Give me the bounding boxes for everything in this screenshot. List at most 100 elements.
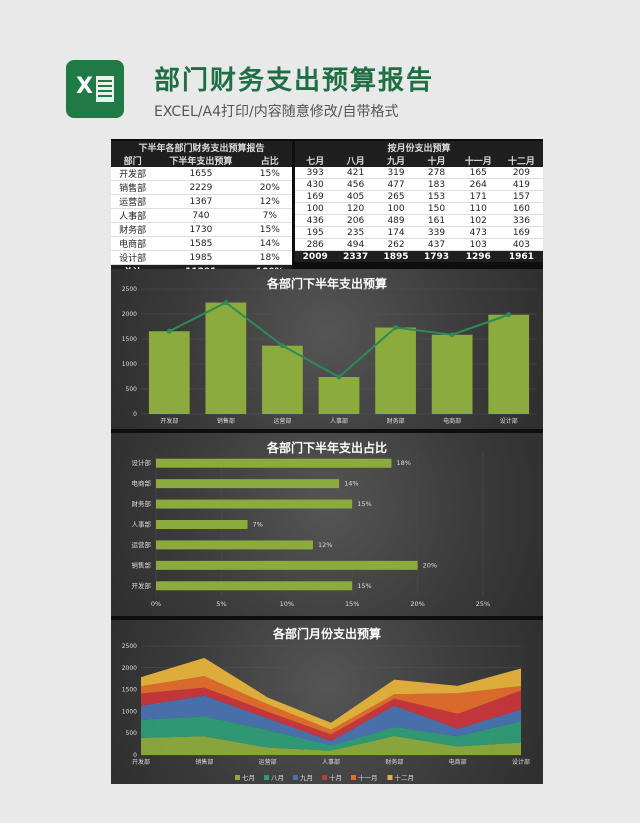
- x-tick-label: 电商部: [449, 758, 467, 766]
- table-cell: 278: [416, 167, 457, 179]
- table-row: 运营部 1367 12%: [111, 194, 292, 209]
- total-cell: 2337: [335, 250, 376, 262]
- table-row: 人事部 740 7%: [111, 208, 292, 223]
- table-cell: 1367: [154, 194, 248, 209]
- table-cell: 477: [375, 178, 417, 191]
- table-cell: 405: [335, 190, 376, 203]
- table-cell: 336: [499, 214, 543, 227]
- area-series: [141, 735, 521, 755]
- table-cell: 436: [295, 214, 336, 227]
- column-header: 八月: [335, 154, 376, 167]
- data-label: 20%: [423, 561, 437, 569]
- table-row: 100 120 100 150 110 160: [295, 202, 543, 215]
- table-cell: 12%: [247, 194, 292, 209]
- hbar: [156, 479, 340, 489]
- excel-grid-icon: [96, 76, 114, 102]
- x-tick-label: 25%: [476, 600, 490, 608]
- table-cell: 169: [499, 226, 543, 239]
- table-cell: 110: [456, 202, 500, 215]
- total-cell: 1793: [416, 250, 457, 262]
- hbar: [156, 458, 392, 468]
- trend-point: [279, 343, 285, 349]
- table-row: 286 494 262 437 103 403: [295, 238, 543, 251]
- column-header: 十月: [416, 154, 457, 167]
- x-tick-label: 财务部: [387, 417, 405, 425]
- dept-budget-table: 下半年各部门财务支出预算报告 部门 下半年支出预算 占比 开发部 1655 15% 销售部 22…: [111, 141, 292, 278]
- table-cell: 419: [499, 178, 543, 191]
- table-cell: 160: [499, 202, 543, 215]
- total-row: 2009 2337 1895 1793 1296 1961: [295, 250, 543, 262]
- table-cell: 319: [375, 167, 417, 179]
- area-series: [141, 716, 521, 751]
- table-cell: 393: [295, 167, 336, 179]
- table-cell: 206: [335, 214, 376, 227]
- table-cell: 1730: [154, 222, 248, 237]
- table-cell: 437: [416, 238, 457, 251]
- bar-chart: 0 500 1000 1500 2000 2500 开发部 销售部 运营部 人事部 财务部 电商部 设计…: [122, 286, 537, 425]
- table-cell: 421: [335, 167, 376, 179]
- table-header-row: 部门 下半年支出预算 占比: [111, 154, 292, 167]
- legend-label: 十一月: [358, 773, 378, 782]
- table-cell: 153: [416, 190, 457, 203]
- table-cell: 183: [416, 178, 457, 191]
- data-label: 12%: [318, 541, 332, 549]
- table-cell: 18%: [247, 250, 292, 265]
- table-cell: 171: [456, 190, 500, 203]
- table-cell: 150: [416, 202, 457, 215]
- x-tick-label: 财务部: [385, 758, 403, 766]
- bar: [375, 327, 416, 414]
- trend-point: [336, 374, 342, 380]
- table-cell: 20%: [247, 180, 292, 195]
- table-cell: 开发部: [111, 167, 155, 181]
- total-cell: 1895: [375, 250, 417, 262]
- table-cell: 265: [375, 190, 417, 203]
- column-header: 九月: [375, 154, 417, 167]
- x-tick-label: 设计部: [512, 758, 530, 766]
- x-tick-label: 0%: [151, 600, 161, 608]
- page-subtitle: EXCEL/A4打印/内容随意修改/自带格式: [154, 104, 399, 120]
- table-caption: 按月份支出预算: [295, 141, 543, 154]
- y-tick-label: 0: [133, 411, 137, 418]
- trend-point: [393, 325, 399, 330]
- trend-point: [449, 332, 455, 338]
- table-cell: 169: [295, 190, 336, 203]
- table-cell: 174: [375, 226, 417, 239]
- x-tick-label: 5%: [216, 600, 226, 608]
- x-tick-label: 电商部: [443, 417, 461, 425]
- y-tick-label: 人事部: [132, 520, 152, 529]
- table-cell: 740: [154, 208, 248, 223]
- data-label: 15%: [357, 500, 371, 508]
- table-row: 开发部 1655 15%: [111, 167, 292, 181]
- bar: [262, 345, 303, 414]
- area-series: [141, 676, 521, 735]
- y-tick-label: 运营部: [132, 540, 152, 549]
- bar-chart-title: 各部门下半年支出预算: [266, 277, 387, 291]
- monthly-budget-table: 按月份支出预算 七月 八月 九月 十月 十一月 十二月 393 421 319 278 165 209 4…: [295, 141, 543, 262]
- y-tick-label: 1000: [122, 708, 137, 715]
- total-cell: 1961: [499, 250, 543, 262]
- x-tick-label: 开发部: [160, 417, 178, 425]
- column-header: 部门: [111, 154, 155, 167]
- y-tick-label: 设计部: [132, 458, 152, 467]
- legend-swatch: [235, 775, 240, 780]
- table-row: 销售部 2229 20%: [111, 180, 292, 195]
- y-tick-label: 销售部: [132, 560, 152, 569]
- table-cell: 494: [335, 238, 376, 251]
- x-tick-label: 20%: [410, 600, 424, 608]
- table-cell: 15%: [247, 167, 292, 181]
- page-title: 部门财务支出预算报告: [154, 66, 435, 96]
- table-cell: 销售部: [111, 180, 155, 195]
- area-chart: 0 500 1000 1500 2000 2500 开发部 销售部 运营部 人事部 财务部 电商部 设计…: [122, 643, 530, 782]
- table-cell: 339: [416, 226, 457, 239]
- data-label: 18%: [396, 459, 410, 467]
- table-caption-row: 下半年各部门财务支出预算报告: [111, 141, 292, 154]
- x-tick-label: 销售部: [217, 417, 235, 425]
- column-header: 七月: [295, 154, 336, 167]
- table-header-row: 七月 八月 九月 十月 十一月 十二月: [295, 154, 543, 167]
- data-label: 15%: [357, 582, 371, 590]
- column-header: 下半年支出预算: [154, 154, 248, 167]
- legend-label: 八月: [271, 774, 284, 782]
- y-tick-label: 2500: [122, 643, 137, 650]
- x-tick-label: 开发部: [132, 758, 150, 766]
- bar: [318, 377, 360, 414]
